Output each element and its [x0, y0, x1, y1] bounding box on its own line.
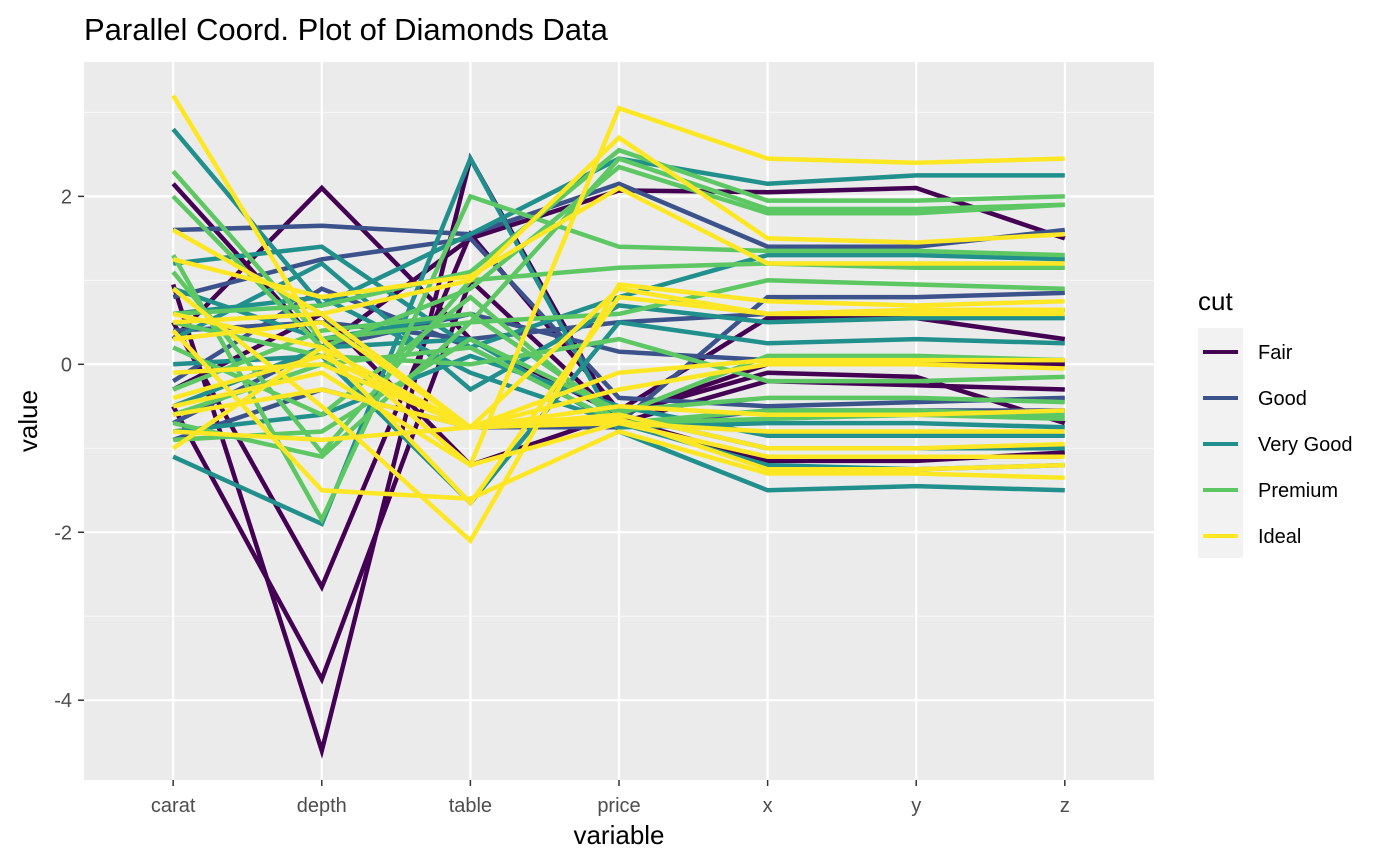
y-tick-label: 2	[61, 186, 72, 208]
series-line	[172, 278, 1065, 460]
y-axis-ticks: -4 -2 0 2	[54, 186, 84, 712]
y-tick-label: -2	[54, 522, 72, 544]
x-tick-label: z	[1060, 795, 1070, 817]
series-layer	[171, 94, 1066, 759]
legend-label: Premium	[1258, 480, 1338, 502]
x-tick-label: y	[911, 795, 921, 817]
y-tick-label: -4	[54, 690, 72, 712]
series-line	[172, 236, 1065, 409]
y-tick-label: 0	[61, 354, 72, 376]
x-axis-ticks: carat depth table price x y z	[151, 780, 1070, 817]
series-line	[173, 147, 1065, 317]
series-line	[172, 370, 1065, 468]
series-line	[171, 261, 1065, 456]
legend: cut Fair Good Very Good Premium Ideal	[1198, 286, 1353, 558]
y-axis-title: value	[13, 390, 43, 452]
legend-label: Very Good	[1258, 434, 1353, 456]
x-tick-label: table	[449, 795, 492, 817]
series-line	[173, 181, 1066, 249]
x-axis-title: variable	[573, 820, 664, 850]
series-line	[171, 344, 1065, 472]
x-tick-label: depth	[297, 795, 347, 817]
x-tick-label: price	[597, 795, 640, 817]
series-line	[172, 260, 1065, 393]
legend-title: cut	[1198, 286, 1233, 316]
x-tick-label: x	[763, 795, 773, 817]
series-line	[173, 336, 1065, 443]
legend-label: Good	[1258, 388, 1307, 410]
series-line	[172, 357, 1065, 430]
series-line	[171, 282, 1065, 545]
series-line	[171, 193, 1065, 525]
series-line	[173, 286, 1065, 431]
series-line	[172, 185, 1065, 300]
chart-title: Parallel Coord. Plot of Diamonds Data	[84, 12, 609, 47]
series-line	[172, 353, 1065, 430]
legend-label: Fair	[1258, 342, 1293, 364]
legend-label: Ideal	[1258, 526, 1301, 548]
series-line	[171, 329, 1065, 501]
series-line	[171, 94, 1065, 469]
series-line	[173, 404, 1065, 443]
x-tick-label: carat	[151, 795, 196, 817]
series-line	[173, 362, 1065, 451]
